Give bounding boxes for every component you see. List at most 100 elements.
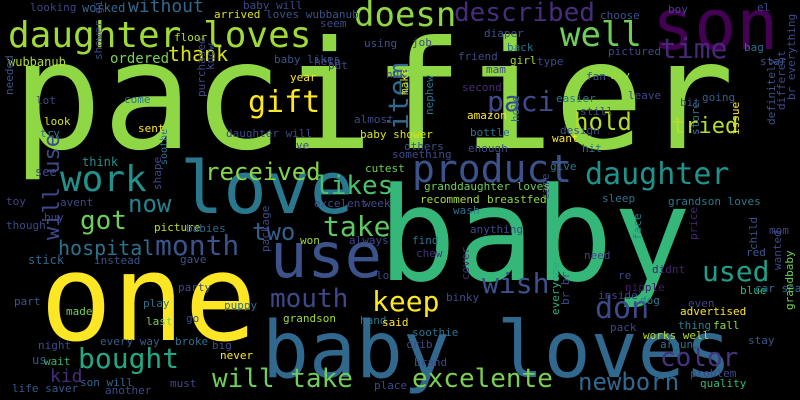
word-chew: chew (416, 247, 443, 260)
word-need: need (584, 249, 611, 262)
word-pacifier: pacifier (12, 10, 735, 184)
word-advertised: advertised (680, 305, 747, 318)
word-leave: leave (628, 89, 662, 102)
word-br-everything: br everything (785, 13, 798, 100)
word-hit: hit (582, 142, 602, 155)
word-take: take (323, 210, 391, 243)
word-recommend: recommend (420, 193, 480, 206)
word-use: use (270, 219, 382, 292)
word-br-br: br br (559, 271, 572, 305)
word-cover: cover (459, 246, 472, 280)
word-excelente: excelente (412, 364, 553, 394)
word-love: love (180, 146, 354, 230)
word-ve: ve (296, 139, 310, 152)
word-month: month (155, 229, 240, 262)
word-another: another (105, 384, 152, 397)
word-didn: didn (792, 0, 800, 12)
word-mom: mom (769, 224, 789, 237)
word-made: made (66, 305, 93, 318)
word-around: around (660, 338, 700, 351)
word-arrived: arrived (214, 8, 261, 21)
word-paci: paci (487, 85, 555, 118)
word-works-well: works well (643, 329, 710, 342)
word-problem: problem (690, 367, 737, 380)
word-likes: likes (315, 171, 394, 201)
word-wish: wish (482, 267, 550, 300)
word-see: see (35, 165, 57, 179)
word-mam: mam (486, 63, 506, 76)
word-hold: hold (574, 108, 632, 136)
word-stay: stay (748, 334, 775, 347)
word-week: week (364, 197, 391, 210)
word-girl: girl (510, 54, 537, 67)
word-daughter-will: daughter will (226, 127, 313, 140)
word-big: big (212, 339, 232, 352)
word-puppy: puppy (224, 299, 258, 312)
word-play: play (143, 297, 170, 310)
word-fall: fall (713, 319, 740, 332)
word-day: day (610, 69, 630, 82)
word-look: look (44, 115, 71, 128)
word-seem: seem (320, 17, 347, 30)
word-part: part (14, 295, 41, 308)
word-breastfed: breastfed (487, 193, 547, 206)
word-ordered: ordered (110, 51, 170, 67)
word-issue: issue (729, 101, 742, 135)
word-wash: wash (453, 204, 480, 217)
word-mouth: mouth (270, 284, 349, 314)
word-design: design (560, 124, 600, 137)
word-want: want (552, 132, 579, 145)
word-amazon: amazon (467, 109, 507, 122)
word-back: back (507, 41, 534, 54)
word-brand: brand (414, 356, 448, 369)
word-go: go (186, 312, 200, 325)
word-every-way: every way (100, 335, 160, 348)
word-instead: instead (94, 254, 141, 267)
word-bottle: bottle (470, 126, 510, 139)
word-gave: gave (180, 253, 207, 266)
word-got: got (80, 206, 127, 236)
word-described: described (454, 0, 595, 28)
word-hospital: hospital (58, 236, 155, 260)
word-daughter: daughter (585, 157, 730, 192)
word-stick: stick (28, 253, 65, 267)
word-almost: almost (354, 113, 394, 126)
word-two: two (252, 218, 296, 246)
word-pictured: pictured (608, 45, 661, 58)
word-make: make (398, 68, 411, 96)
word-lot: lot (36, 94, 56, 107)
word-know: know (204, 43, 217, 71)
word-grandson: grandson (283, 312, 336, 325)
word-crib: crib (406, 338, 433, 351)
word-diaper: diaper (484, 27, 524, 40)
word-gift: gift (248, 85, 321, 120)
word-bought: bought (78, 342, 180, 375)
word-time: time (660, 32, 728, 65)
word-said: said (382, 316, 409, 329)
word-face: face (631, 213, 644, 241)
word-must: must (170, 377, 197, 390)
word-thank: thank (168, 42, 229, 66)
word-grandbaby: grandbaby (783, 250, 796, 310)
word-work: work (60, 159, 147, 200)
word-baby: baby (378, 159, 692, 311)
word-fan: fan (586, 70, 606, 83)
word-one: one (40, 230, 257, 369)
word-friend: friend (458, 50, 498, 63)
word-sent: sent (138, 122, 165, 135)
word-el: el (757, 1, 771, 14)
word-wait: wait (44, 355, 71, 368)
word-keep: keep (372, 285, 440, 318)
word-son: son (652, 0, 779, 66)
word-didnt: didnt (652, 263, 686, 276)
word-won: won (300, 234, 320, 247)
word-price: price (687, 206, 700, 240)
word-don: don (595, 291, 650, 326)
word-boy: boy (668, 3, 688, 16)
word-give: give (550, 160, 577, 173)
word-think: think (82, 155, 119, 169)
word-put: put (328, 59, 348, 72)
word-loves-wubbanub: loves wubbanub (266, 8, 359, 21)
word-son-will: son will (80, 376, 133, 389)
word-inside: inside (598, 289, 638, 302)
